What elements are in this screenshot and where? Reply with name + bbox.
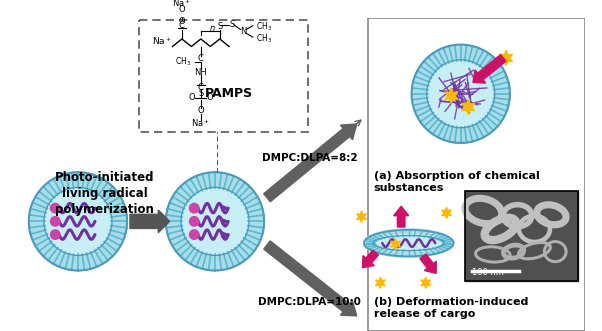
Text: CH$_3$: CH$_3$ [175,55,191,68]
Bar [368,18,586,331]
Text: (b) Deformation-induced
release of cargo: (b) Deformation-induced release of cargo [374,297,528,318]
Text: Na$^+$: Na$^+$ [152,35,172,47]
FancyArrow shape [394,206,409,227]
Text: Photo-initiated
living radical
polymerization: Photo-initiated living radical polymeriz… [55,170,154,215]
Text: O: O [179,18,185,26]
Polygon shape [222,206,228,211]
Text: C: C [179,21,185,30]
Polygon shape [391,238,400,250]
Text: NH: NH [194,68,207,76]
FancyBboxPatch shape [140,20,308,132]
Ellipse shape [364,229,454,257]
Polygon shape [222,232,228,237]
Text: O: O [179,5,185,14]
Ellipse shape [364,229,454,257]
Circle shape [427,60,495,128]
Circle shape [190,230,199,239]
FancyArrow shape [362,250,379,268]
Text: Na$^+$: Na$^+$ [191,117,210,129]
FancyArrow shape [420,254,436,273]
Circle shape [51,217,60,226]
Text: CH$_3$: CH$_3$ [256,33,272,45]
Text: n: n [209,24,215,33]
Polygon shape [421,277,430,289]
Circle shape [427,60,495,128]
Text: C: C [198,54,203,63]
FancyArrow shape [473,55,506,83]
Polygon shape [356,211,367,222]
Text: 100 nm: 100 nm [472,268,504,277]
Circle shape [181,187,249,256]
Bar [465,191,578,281]
Text: N: N [240,27,247,36]
Circle shape [51,230,60,239]
Text: S: S [217,22,222,31]
Text: O: O [207,93,214,102]
Polygon shape [445,88,458,103]
Text: (a) Absorption of chemical
substances: (a) Absorption of chemical substances [374,171,539,193]
Text: C: C [198,83,203,92]
Circle shape [190,217,199,226]
Polygon shape [222,219,228,224]
Circle shape [44,187,112,256]
Ellipse shape [373,235,444,252]
Text: Na$^+$: Na$^+$ [172,0,191,9]
Text: CH$_3$: CH$_3$ [256,21,272,33]
Text: S: S [198,89,203,98]
Text: DMPC:DLPA=8:2: DMPC:DLPA=8:2 [262,153,358,163]
FancyArrow shape [264,124,357,202]
Circle shape [181,187,249,256]
Polygon shape [376,277,385,289]
Text: S: S [229,20,235,29]
Circle shape [166,172,264,270]
Text: O: O [188,93,194,102]
Circle shape [29,172,127,270]
Text: DMPC:DLPA=10:0: DMPC:DLPA=10:0 [258,297,361,307]
Circle shape [44,187,112,256]
Polygon shape [462,99,475,115]
FancyArrow shape [130,210,170,233]
Circle shape [51,204,60,213]
Polygon shape [442,207,452,218]
Bar [465,191,578,281]
Polygon shape [500,50,513,66]
FancyArrow shape [264,241,357,316]
Text: PAMPS: PAMPS [205,87,253,100]
Circle shape [412,45,510,143]
Text: O: O [197,106,204,115]
Circle shape [190,204,199,213]
